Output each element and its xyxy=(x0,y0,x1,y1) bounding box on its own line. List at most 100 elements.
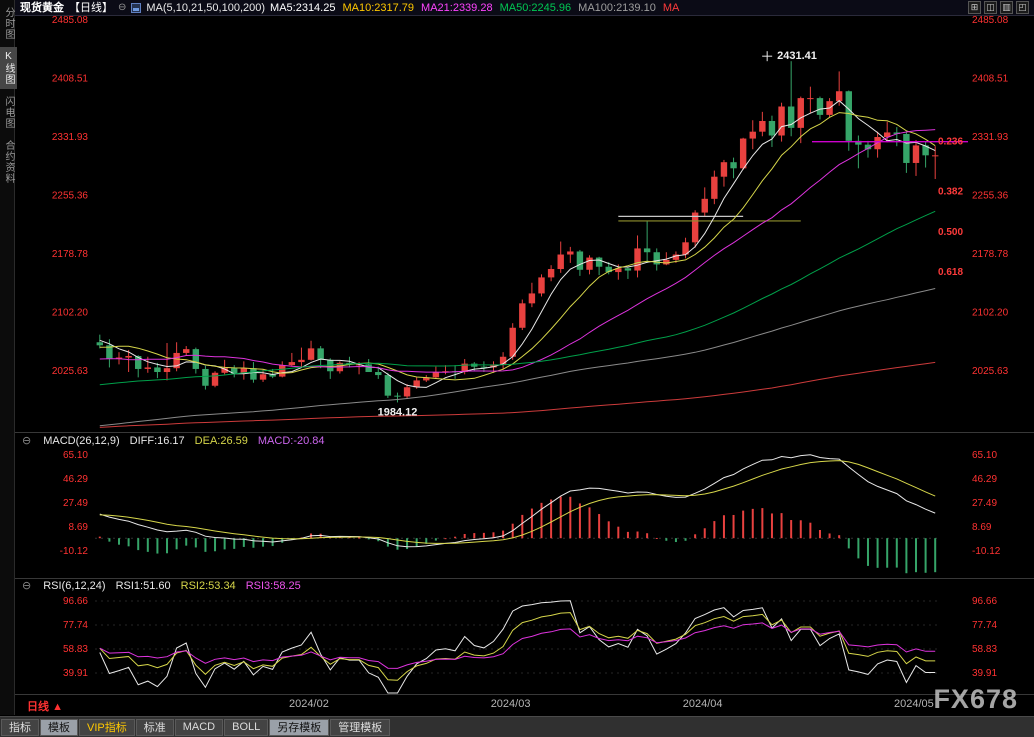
candle-body xyxy=(384,375,392,396)
ma-values: MA5:2314.25 MA10:2317.79 MA21:2339.28 MA50:… xyxy=(270,0,686,16)
svg-text:-10.12: -10.12 xyxy=(60,546,89,557)
macd-hist-bar xyxy=(550,499,553,539)
svg-text:27.49: 27.49 xyxy=(63,498,88,509)
svg-text:65.10: 65.10 xyxy=(63,450,88,461)
annotations-layer: 2431.41 1984.12 xyxy=(378,50,817,418)
toolbar-save-template[interactable]: 另存模板 xyxy=(269,718,330,736)
macd-hist-bar xyxy=(434,538,437,541)
candle-body xyxy=(106,345,113,360)
candle-body xyxy=(864,144,872,150)
macd-hist-bar xyxy=(694,534,697,539)
candle-body xyxy=(240,368,248,374)
indicator-label: RSI2:53.34 xyxy=(180,579,236,592)
svg-text:2025.63: 2025.63 xyxy=(52,366,89,377)
sidebar-item-timeshare[interactable]: 分时图 xyxy=(3,7,14,40)
svg-text:0.618: 0.618 xyxy=(938,267,963,278)
collapse-rsi-icon[interactable]: ⊖ xyxy=(22,580,32,592)
period-tag: 【日线】 xyxy=(69,1,113,14)
macd-hist-bar xyxy=(521,514,524,539)
candle-body xyxy=(711,176,718,199)
indicator-label: RSI3:58.25 xyxy=(245,579,301,592)
toolbar-indicators[interactable]: 指标 xyxy=(1,718,39,736)
toolbar-boll[interactable]: BOLL xyxy=(224,718,269,736)
macd-diff-line xyxy=(99,454,936,548)
toolbar-vip-indicators[interactable]: VIP指标 xyxy=(79,718,135,736)
fib-layer: 0.236 0.382 0.500 0.618 xyxy=(812,137,968,278)
candle-body xyxy=(403,387,411,397)
ma-line-200 xyxy=(99,361,936,428)
rsi-line-6 xyxy=(99,600,936,694)
macd-hist-bar xyxy=(742,510,745,539)
candle-body xyxy=(663,259,670,265)
candle-body xyxy=(432,372,440,378)
sidebar-item-kline[interactable]: K线图 xyxy=(0,47,17,89)
macd-hist-bar xyxy=(732,514,735,539)
macd-hist-bar xyxy=(473,533,476,539)
candle-body xyxy=(250,368,257,380)
candle-body xyxy=(787,106,795,128)
macd-hist-bar xyxy=(770,513,773,539)
svg-text:58.83: 58.83 xyxy=(972,644,997,655)
macd-hist-bar xyxy=(934,538,937,573)
macd-hist-bar xyxy=(444,538,447,540)
candle-body xyxy=(231,368,238,374)
candle-body xyxy=(528,293,536,304)
period-selector[interactable]: 日线 ▲ xyxy=(27,698,63,714)
macd-hist-bar xyxy=(194,538,197,548)
toolbar-standard[interactable]: 标准 xyxy=(135,718,174,736)
svg-text:2485.08: 2485.08 xyxy=(972,16,1009,26)
svg-text:2485.08: 2485.08 xyxy=(52,16,89,26)
candle-body xyxy=(797,98,804,128)
macd-hist-bar xyxy=(569,496,572,539)
svg-text:2178.78: 2178.78 xyxy=(972,249,1009,260)
candle-body xyxy=(279,365,286,377)
macd-hist-bar xyxy=(204,538,207,552)
candle-body xyxy=(298,359,305,363)
svg-text:77.74: 77.74 xyxy=(972,620,997,631)
candle-body xyxy=(135,355,142,369)
macd-hist-bar xyxy=(626,531,629,539)
ma-line-5 xyxy=(99,100,936,388)
macd-hist-bar xyxy=(703,528,706,539)
layout-grid-icon[interactable]: ⊞ xyxy=(968,1,981,14)
ma-value: MA xyxy=(662,1,680,14)
candle-body xyxy=(144,367,152,369)
macd-hist-bar xyxy=(454,536,457,539)
candle-body xyxy=(307,348,315,360)
rsi-line-12 xyxy=(99,612,936,681)
macd-hist-bar xyxy=(166,538,169,554)
layout-quad-icon[interactable]: ◰ xyxy=(1016,1,1029,14)
sidebar-item-contract-info[interactable]: 合约资料 xyxy=(3,140,14,184)
layout-split-vertical-icon[interactable]: ◫ xyxy=(984,1,997,14)
ma-settings-icon[interactable] xyxy=(131,2,142,13)
candle-body xyxy=(519,303,526,328)
toolbar-macd[interactable]: MACD xyxy=(174,718,224,736)
period-label: 日线 xyxy=(27,701,49,713)
macd-hist-bar xyxy=(578,503,581,539)
toolbar-templates[interactable]: 模板 xyxy=(40,718,78,736)
svg-text:96.66: 96.66 xyxy=(972,596,997,607)
candle-body xyxy=(778,106,785,136)
candle-body xyxy=(586,257,593,270)
candle-body xyxy=(672,254,680,260)
axis-labels: 2485.08 2485.08 2408.51 2408.51 2331.93 2331.… xyxy=(52,16,1009,679)
macd-hist-bar xyxy=(886,538,889,568)
layout-rows-icon[interactable]: ▥ xyxy=(1000,1,1013,14)
collapse-macd-icon[interactable]: ⊖ xyxy=(22,435,32,447)
ma-value: MA5:2314.25 xyxy=(270,1,336,14)
svg-text:2255.36: 2255.36 xyxy=(972,190,1009,201)
macd-label-row: ⊖ MACD(26,12,9) DIFF:16.17 DEA:26.59 MACD:-2… xyxy=(22,434,325,448)
candle-body xyxy=(682,242,689,255)
window-layout-icons: ⊞ ◫ ▥ ◰ xyxy=(968,1,1029,14)
sidebar-item-lightning[interactable]: 闪电图 xyxy=(3,96,14,129)
candle-body xyxy=(413,380,420,388)
collapse-chart-icon[interactable]: ⊖ xyxy=(118,1,127,13)
candle-body xyxy=(653,252,660,265)
macd-hist-bar xyxy=(156,538,159,554)
macd-hist-bar xyxy=(857,538,860,559)
macd-hist-bar xyxy=(358,537,361,539)
macd-hist-bar xyxy=(185,538,188,546)
candle-body xyxy=(615,268,622,273)
toolbar-manage-template[interactable]: 管理模板 xyxy=(330,718,391,736)
chart-canvas[interactable]: 2485.08 2485.08 2408.51 2408.51 2331.93 2331.… xyxy=(0,16,1034,695)
